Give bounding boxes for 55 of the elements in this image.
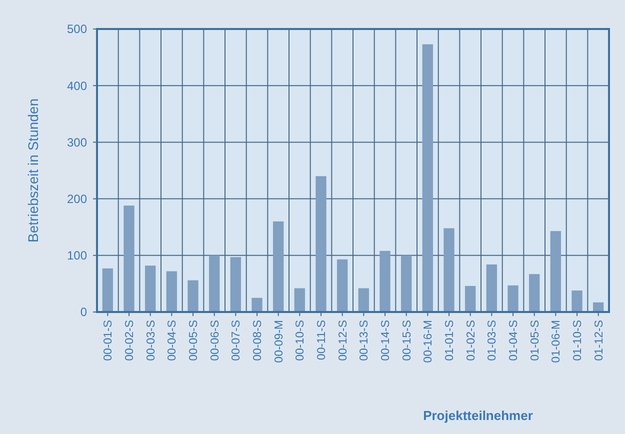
x-tick-label: 00-11-S bbox=[316, 320, 328, 360]
x-tick-label: 00-03-S bbox=[145, 320, 158, 361]
x-tick-label: 01-10-S bbox=[572, 320, 584, 361]
bar bbox=[188, 280, 198, 312]
bar bbox=[230, 257, 241, 312]
x-tick-label: 00-15-S bbox=[401, 320, 414, 361]
bar bbox=[166, 271, 177, 312]
y-tick-label: 500 bbox=[66, 22, 88, 36]
x-tick-label: 00-02-S bbox=[124, 320, 136, 361]
bar bbox=[252, 298, 262, 312]
bar bbox=[124, 206, 134, 312]
x-tick-label: 00-04-S bbox=[166, 320, 179, 361]
bar bbox=[529, 274, 540, 312]
x-tick-label: 00-01-S bbox=[102, 320, 115, 361]
y-tick-label: 100 bbox=[66, 248, 88, 263]
bar bbox=[550, 231, 561, 312]
x-tick-label: 00-10-S bbox=[294, 320, 307, 361]
bar bbox=[209, 255, 220, 312]
bar bbox=[422, 44, 433, 312]
x-axis-title: Projektteilnehmer bbox=[423, 408, 533, 423]
bar bbox=[486, 264, 497, 312]
x-tick-label: 01-04-S bbox=[508, 320, 520, 361]
bar bbox=[444, 228, 454, 312]
y-tick-label: 400 bbox=[66, 78, 88, 93]
x-tick-label: 00-08-S bbox=[252, 320, 264, 361]
bar bbox=[102, 268, 113, 312]
bar bbox=[145, 266, 156, 312]
x-tick-label: 01-01-S bbox=[444, 320, 456, 361]
bar bbox=[380, 250, 390, 312]
x-tick-label: 00-05-S bbox=[188, 320, 200, 361]
bar bbox=[572, 290, 582, 312]
x-tick-label: 01-06-M bbox=[550, 320, 563, 363]
x-tick-label: 00-13-S bbox=[358, 320, 371, 361]
bar bbox=[294, 288, 305, 312]
x-tick-label: 00-12-S bbox=[337, 320, 350, 361]
x-tick-label: 01-05-S bbox=[529, 320, 542, 361]
y-tick-label: 200 bbox=[66, 192, 88, 206]
y-tick-label: 300 bbox=[66, 135, 88, 150]
x-tick-label: 00-06-S bbox=[209, 320, 222, 361]
bar bbox=[401, 255, 412, 312]
x-tick-label: 00-14-S bbox=[380, 320, 392, 361]
x-tick-label: 01-02-S bbox=[465, 320, 478, 361]
y-axis-title: Betriebszeit in Stunden bbox=[25, 98, 41, 242]
bar bbox=[465, 286, 476, 312]
x-tick-label: 01-03-S bbox=[486, 320, 499, 361]
bar bbox=[273, 221, 284, 312]
bar bbox=[316, 176, 326, 312]
bar bbox=[508, 285, 518, 312]
bar bbox=[337, 259, 348, 312]
x-tick-label: 00-16-M bbox=[422, 320, 435, 363]
x-tick-label: 00-09-M bbox=[273, 320, 286, 363]
x-tick-label: 01-12-S bbox=[593, 320, 606, 361]
bar bbox=[358, 288, 369, 312]
x-tick-label: 00-07-S bbox=[230, 320, 243, 361]
y-tick-label: 0 bbox=[80, 305, 88, 320]
